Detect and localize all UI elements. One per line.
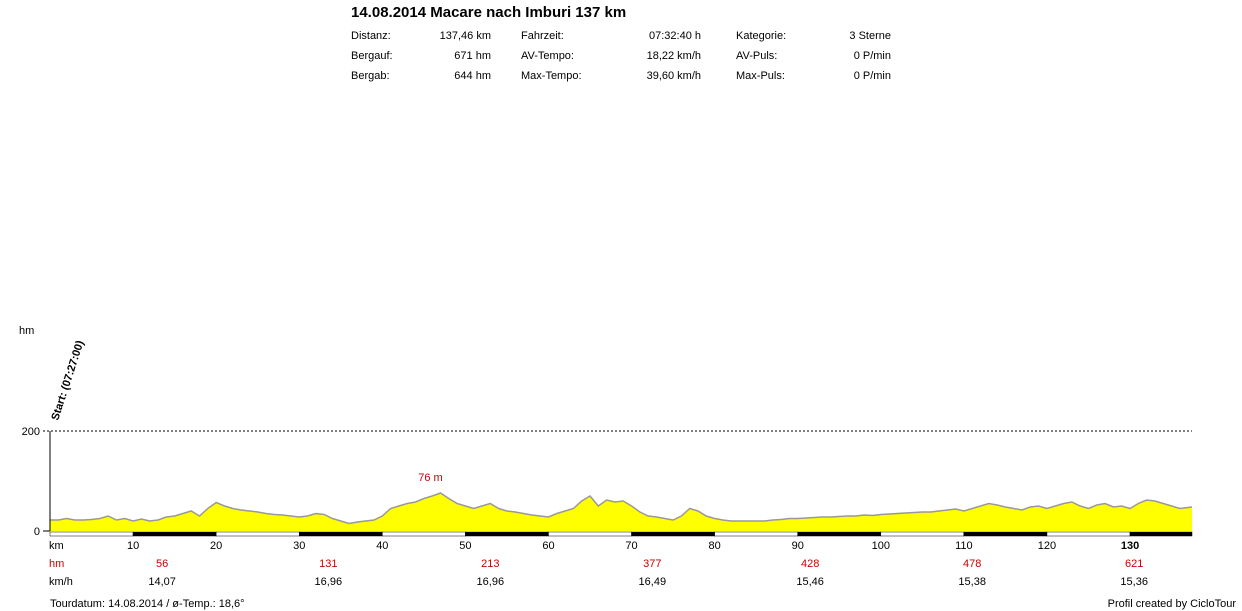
kmh-value: 16,96 <box>477 576 505 588</box>
km-scale-segment <box>1046 531 1131 537</box>
km-scale-segment <box>963 531 1048 537</box>
stat-label: AV-Tempo: <box>521 50 574 62</box>
stat-value: 3 Sterne <box>849 30 891 42</box>
hm-value: 428 <box>801 558 819 570</box>
x-tick-label: 100 <box>872 540 890 552</box>
x-tick-label: 120 <box>1038 540 1056 552</box>
tour-date-temp: Tourdatum: 14.08.2014 / ø-Temp.: 18,6° <box>50 598 245 610</box>
km-scale-segment <box>880 531 965 537</box>
km-scale-segment <box>49 531 134 537</box>
km-row-label: km <box>49 540 64 552</box>
start-time-label: Start: (07:27:00) <box>49 339 86 422</box>
kmh-value: 16,49 <box>639 576 667 588</box>
hm-value: 621 <box>1125 558 1143 570</box>
kmh-value: 16,96 <box>315 576 343 588</box>
km-scale-segment <box>465 531 549 537</box>
km-scale-segment <box>132 531 217 537</box>
stat-label: Distanz: <box>351 30 391 42</box>
stat-value: 39,60 km/h <box>646 70 701 82</box>
x-tick-label: 30 <box>293 540 305 552</box>
stat-value: 0 P/min <box>853 50 891 62</box>
hm-row-label: hm <box>49 558 64 570</box>
stat-value: 0 P/min <box>853 70 891 82</box>
km-scale-segment <box>797 531 882 537</box>
stat-label: Bergauf: <box>351 50 393 62</box>
y-tick-label: 0 <box>34 526 40 538</box>
km-scale-segment <box>548 531 632 537</box>
km-scale-segment <box>631 531 715 537</box>
km-scale-segment <box>298 531 383 537</box>
stat-value: 644 hm <box>454 70 491 82</box>
kmh-value: 15,46 <box>796 576 824 588</box>
stat-label: Fahrzeit: <box>521 30 564 42</box>
x-tick-label: 40 <box>376 540 388 552</box>
y-axis-label: hm <box>19 325 34 337</box>
x-tick-label: 80 <box>709 540 721 552</box>
max-elevation-label: 76 m <box>418 472 442 484</box>
x-tick-label: 10 <box>127 540 139 552</box>
hm-value: 377 <box>643 558 661 570</box>
x-tick-label: 20 <box>210 540 222 552</box>
stat-value: 671 hm <box>454 50 491 62</box>
km-scale-segment <box>714 531 798 537</box>
kmh-value: 14,07 <box>148 576 176 588</box>
x-tick-label: 60 <box>542 540 554 552</box>
kmh-value: 15,38 <box>958 576 986 588</box>
x-tick-label: 70 <box>625 540 637 552</box>
km-scale-segment <box>1129 531 1193 537</box>
x-tick-label: 130 <box>1121 540 1139 552</box>
stat-label: Max-Tempo: <box>521 70 582 82</box>
stat-label: Kategorie: <box>736 30 787 42</box>
y-tick-label: 200 <box>22 426 40 438</box>
hm-value: 213 <box>481 558 499 570</box>
credit-text: Profil created by CicloTour <box>1107 598 1236 610</box>
hm-value: 131 <box>319 558 337 570</box>
stat-value: 18,22 km/h <box>646 50 701 62</box>
hm-value: 478 <box>963 558 981 570</box>
elevation-line <box>50 492 1193 525</box>
stat-label: Max-Puls: <box>736 70 785 82</box>
stat-label: Bergab: <box>351 70 390 82</box>
x-tick-label: 50 <box>459 540 471 552</box>
stat-label: AV-Puls: <box>736 50 778 62</box>
stat-value: 07:32:40 h <box>649 30 701 42</box>
elevation-area <box>50 493 1192 531</box>
kmh-value: 15,36 <box>1120 576 1148 588</box>
tour-title: 14.08.2014 Macare nach Imburi 137 km <box>351 4 627 21</box>
km-scale-segment <box>215 531 300 537</box>
kmh-row-label: km/h <box>49 576 73 588</box>
hm-value: 56 <box>156 558 168 570</box>
x-tick-label: 90 <box>792 540 804 552</box>
stat-value: 137,46 km <box>439 30 491 42</box>
x-tick-label: 110 <box>955 540 973 552</box>
km-scale-segment <box>382 531 466 537</box>
